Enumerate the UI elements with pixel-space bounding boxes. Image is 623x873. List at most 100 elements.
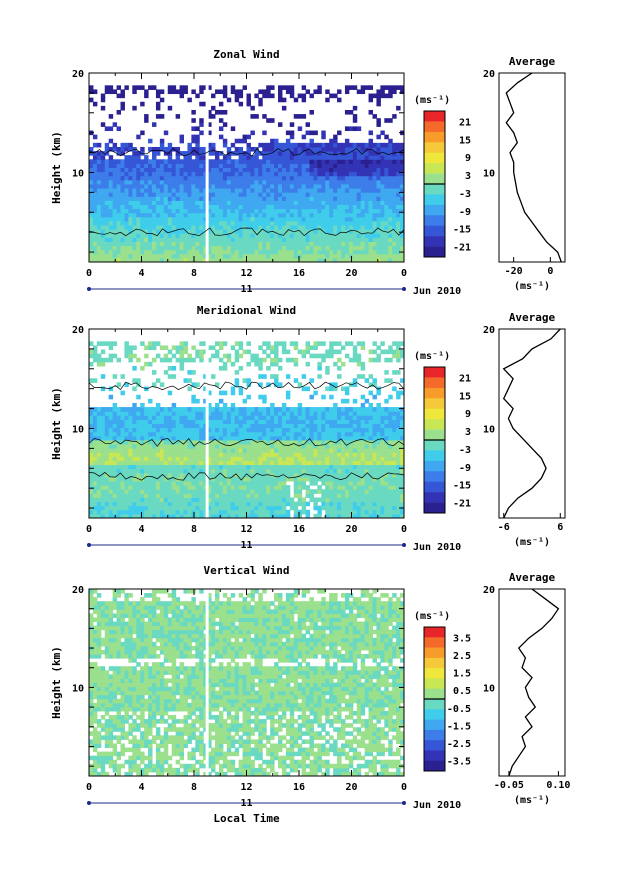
heatmap-cell <box>132 489 137 494</box>
heatmap-cell <box>218 163 224 168</box>
heatmap-cell <box>360 212 366 218</box>
heatmap-cell <box>400 485 405 490</box>
heatmap-cell <box>344 472 350 478</box>
heatmap-cell <box>270 138 275 144</box>
heatmap-cell <box>128 439 133 445</box>
heatmap-cell <box>140 171 145 177</box>
heatmap-cell <box>329 163 334 168</box>
heatmap-cell <box>341 171 346 177</box>
heatmap-cell <box>341 509 346 515</box>
heatmap-cell <box>152 196 157 201</box>
heatmap-cell <box>183 423 188 429</box>
heatmap-cell <box>254 509 259 515</box>
heatmap-cell <box>352 415 358 420</box>
heatmap-cell <box>360 159 366 164</box>
heatmap-cell <box>388 456 393 461</box>
heatmap-cell <box>132 468 137 474</box>
heatmap-cell <box>348 216 354 222</box>
heatmap-cell <box>171 460 177 466</box>
heatmap-cell <box>396 146 401 152</box>
heatmap-cell <box>234 220 240 226</box>
heatmap-cell <box>333 142 338 148</box>
heatmap-cell <box>364 253 370 259</box>
heatmap-cell <box>352 382 358 388</box>
heatmap-cell <box>309 192 314 197</box>
heatmap-cell <box>92 423 98 429</box>
heatmap-cell <box>352 448 358 453</box>
heatmap-cell <box>96 175 102 181</box>
heatmap-cell <box>341 439 346 445</box>
heatmap-cell <box>360 241 366 247</box>
heatmap-cell <box>199 419 204 424</box>
heatmap-cell <box>238 229 244 234</box>
heatmap-cell <box>270 146 275 152</box>
heatmap-cell <box>112 142 118 148</box>
heatmap-cell <box>159 163 165 168</box>
heatmap-cell <box>234 435 240 441</box>
heatmap-cell <box>242 241 247 247</box>
heatmap-cell <box>242 200 247 205</box>
heatmap-cell <box>195 460 200 466</box>
heatmap-cell <box>266 163 271 168</box>
heatmap-cell <box>218 476 224 482</box>
heatmap-cell <box>116 448 121 453</box>
heatmap-cell <box>144 485 149 490</box>
heatmap-cell <box>155 497 161 503</box>
heatmap-cell <box>144 468 149 474</box>
heatmap-cell <box>120 493 125 498</box>
heatmap-cell <box>368 435 373 441</box>
heatmap-cell <box>388 378 393 383</box>
x-tick-label: 0 <box>86 268 92 279</box>
heatmap-cell <box>230 501 236 507</box>
heatmap-cell <box>159 237 165 242</box>
heatmap-cell <box>199 192 204 197</box>
heatmap-cell <box>116 171 121 177</box>
heatmap-cell <box>242 493 247 498</box>
heatmap-cell <box>183 411 188 416</box>
heatmap-cell <box>329 208 334 214</box>
heatmap-cell <box>152 382 157 388</box>
heatmap-cell <box>159 89 165 95</box>
heatmap-cell <box>230 85 236 90</box>
heatmap-cell <box>215 353 220 359</box>
heatmap-cell <box>352 497 358 503</box>
heatmap-cell <box>317 361 322 367</box>
heatmap-cell <box>132 220 137 226</box>
heatmap-cell <box>376 390 381 396</box>
heatmap-cell <box>199 439 204 445</box>
heatmap-cell <box>344 237 350 242</box>
heatmap-cell <box>258 361 263 367</box>
heatmap-cell <box>266 460 271 466</box>
heatmap-cell <box>360 208 366 214</box>
heatmap-cell <box>321 411 326 416</box>
heatmap-cell <box>128 460 133 466</box>
heatmap-cell <box>317 452 322 457</box>
heatmap-cell <box>360 501 366 507</box>
heatmap-cell <box>325 208 330 214</box>
heatmap-cell <box>270 225 275 230</box>
heatmap-cell <box>218 134 224 140</box>
heatmap-cell <box>100 212 106 218</box>
heatmap-cell <box>218 456 224 461</box>
heatmap-cell <box>238 89 244 95</box>
heatmap-cell <box>392 233 397 238</box>
heatmap-cell <box>112 159 118 164</box>
heatmap-cell <box>226 357 232 363</box>
heatmap-cell <box>348 415 354 420</box>
heatmap-cell <box>215 163 220 168</box>
heatmap-cell <box>100 456 106 461</box>
heatmap-cell <box>384 167 389 173</box>
heatmap-cell <box>321 159 326 164</box>
heatmap-cell <box>384 513 389 519</box>
heatmap-cell <box>388 212 393 218</box>
heatmap-cell <box>297 253 303 259</box>
heatmap-cell <box>92 200 98 205</box>
heatmap-cell <box>234 382 240 388</box>
heatmap-cell <box>226 204 232 210</box>
heatmap-cell <box>148 192 153 197</box>
heatmap-cell <box>325 435 330 441</box>
heatmap-cell <box>281 257 287 263</box>
heatmap-cell <box>89 489 94 494</box>
heatmap-cell <box>297 159 303 164</box>
heatmap-cell <box>152 175 157 181</box>
